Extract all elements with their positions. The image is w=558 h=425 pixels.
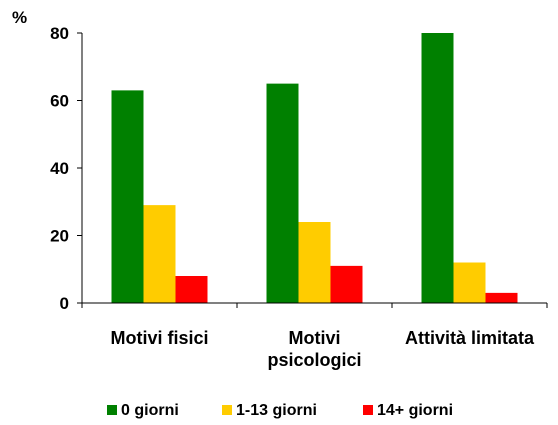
x-axis xyxy=(81,302,548,308)
legend: 0 giorni 1-13 giorni 14+ giorni xyxy=(107,402,453,419)
y-tick-label: 20 xyxy=(50,227,69,246)
y-axis-unit-label: % xyxy=(12,8,27,27)
y-tick-label: 80 xyxy=(50,24,69,43)
y-tick-label: 0 xyxy=(60,294,69,313)
bars xyxy=(111,33,518,303)
bar-0-0 xyxy=(111,90,144,303)
bar-2-2 xyxy=(485,292,518,303)
bar-2-1 xyxy=(453,262,486,303)
bar-0-2 xyxy=(175,276,208,303)
category-label-line: Motivi xyxy=(289,328,341,348)
bar-1-0 xyxy=(266,83,299,303)
category-label-line: psicologici xyxy=(267,350,361,370)
category-label: Motivi fisici xyxy=(110,328,208,348)
bar-0-1 xyxy=(143,205,176,303)
bar-2-0 xyxy=(421,33,454,303)
legend-label: 0 giorni xyxy=(121,402,179,419)
y-tick-label: 60 xyxy=(50,92,69,111)
legend-swatch xyxy=(363,405,373,415)
legend-swatch xyxy=(107,405,117,415)
legend-label: 14+ giorni xyxy=(377,402,453,419)
bar-1-2 xyxy=(330,265,363,303)
bar-1-1 xyxy=(298,222,331,303)
y-tick-label: 40 xyxy=(50,159,69,178)
category-label: Motivi psicologici xyxy=(267,328,361,370)
category-label-line: Motivi fisici xyxy=(110,328,208,348)
legend-label: 1-13 giorni xyxy=(236,402,317,419)
legend-swatch xyxy=(222,405,232,415)
category-labels: Motivi fisici Motivi psicologici Attività l… xyxy=(110,328,535,370)
category-label: Attività limitata xyxy=(405,328,535,348)
y-axis: 0 20 40 60 80 xyxy=(50,24,83,313)
category-label-line: Attività limitata xyxy=(405,328,535,348)
